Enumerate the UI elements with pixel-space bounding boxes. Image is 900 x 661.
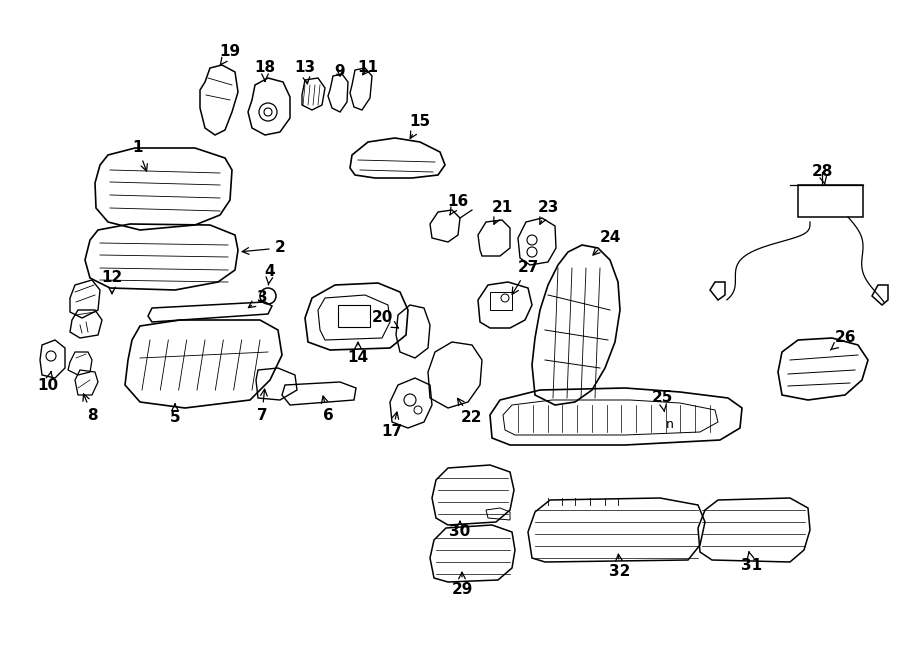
Text: 6: 6 xyxy=(321,396,333,422)
Text: 17: 17 xyxy=(382,412,402,440)
Text: 20: 20 xyxy=(372,311,399,328)
Text: 15: 15 xyxy=(410,114,430,138)
Text: 19: 19 xyxy=(220,44,240,65)
Text: 5: 5 xyxy=(170,404,180,426)
Text: 28: 28 xyxy=(811,165,832,185)
Text: 11: 11 xyxy=(357,61,379,75)
Bar xyxy=(798,185,863,217)
Text: 9: 9 xyxy=(335,65,346,79)
Text: 23: 23 xyxy=(537,200,559,224)
Text: 10: 10 xyxy=(38,371,58,393)
Text: 24: 24 xyxy=(593,231,621,255)
Text: 29: 29 xyxy=(451,572,472,598)
Text: 1: 1 xyxy=(133,141,148,171)
Bar xyxy=(490,292,512,310)
Text: 8: 8 xyxy=(83,394,97,422)
Text: 13: 13 xyxy=(294,61,316,84)
Text: 18: 18 xyxy=(255,61,275,81)
Text: 3: 3 xyxy=(248,290,267,307)
Text: 14: 14 xyxy=(347,342,369,366)
Text: 21: 21 xyxy=(491,200,513,224)
Text: 30: 30 xyxy=(449,521,471,539)
Text: 25: 25 xyxy=(652,391,672,411)
Text: 32: 32 xyxy=(609,554,631,580)
Text: 31: 31 xyxy=(742,552,762,572)
Text: 2: 2 xyxy=(242,241,285,256)
Text: 7: 7 xyxy=(256,389,267,422)
Bar xyxy=(338,305,370,327)
Text: 4: 4 xyxy=(265,264,275,285)
Text: 26: 26 xyxy=(831,330,856,350)
Text: 12: 12 xyxy=(102,270,122,294)
Text: 16: 16 xyxy=(447,194,469,215)
Text: 27: 27 xyxy=(512,260,539,294)
Text: n: n xyxy=(666,418,674,432)
Text: 22: 22 xyxy=(457,399,482,426)
